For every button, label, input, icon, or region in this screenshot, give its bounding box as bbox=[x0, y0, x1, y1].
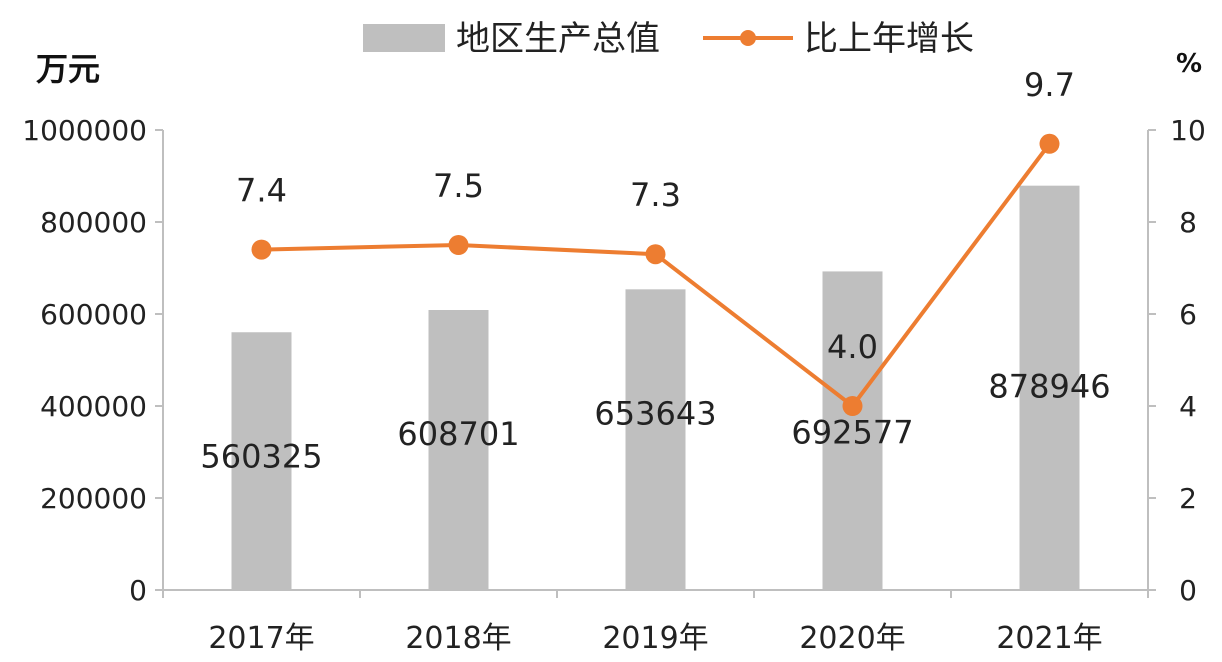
bar-value-label: 560325 bbox=[200, 437, 322, 475]
bar-data-labels: 560325 608701 653643 692577 878946 bbox=[200, 368, 1110, 476]
bar bbox=[428, 309, 489, 590]
legend-bar-label: 地区生产总值 bbox=[456, 19, 660, 59]
left-tick-label: 1000000 bbox=[22, 114, 147, 147]
left-tick-label: 600000 bbox=[40, 298, 147, 331]
bar-value-label: 608701 bbox=[397, 415, 519, 453]
bar-value-label: 692577 bbox=[791, 413, 913, 451]
left-tick-label: 0 bbox=[129, 574, 147, 607]
bar-value-label: 653643 bbox=[594, 394, 716, 432]
right-tick-label: 4 bbox=[1179, 390, 1197, 423]
legend-line-label: 比上年增长 bbox=[804, 19, 974, 59]
legend-bar-swatch bbox=[363, 24, 445, 52]
growth-marker bbox=[448, 235, 469, 255]
bar bbox=[231, 332, 292, 590]
bar bbox=[625, 289, 686, 590]
growth-value-label: 7.5 bbox=[433, 167, 484, 205]
x-tick-label: 2019年 bbox=[602, 621, 708, 656]
left-axis-ticks: 0 200000 400000 600000 800000 1000000 bbox=[22, 114, 163, 607]
growth-value-label: 7.3 bbox=[630, 176, 681, 214]
right-tick-label: 6 bbox=[1179, 298, 1197, 331]
right-tick-label: 0 bbox=[1179, 574, 1197, 607]
legend: 地区生产总值 比上年增长 bbox=[363, 19, 974, 59]
left-tick-label: 800000 bbox=[40, 206, 147, 239]
right-tick-label: 2 bbox=[1179, 482, 1197, 515]
growth-marker bbox=[645, 244, 666, 265]
growth-value-label: 9.7 bbox=[1024, 66, 1075, 104]
left-tick-label: 200000 bbox=[40, 482, 147, 515]
legend-line-marker bbox=[740, 30, 756, 46]
line-data-labels: 7.4 7.5 7.3 4.0 9.7 bbox=[236, 66, 1075, 366]
bar bbox=[1019, 185, 1080, 590]
bar-series bbox=[231, 185, 1080, 590]
growth-value-label: 7.4 bbox=[236, 172, 287, 210]
bar bbox=[822, 271, 883, 590]
right-axis-unit: % bbox=[1176, 49, 1202, 79]
left-axis-unit: 万元 bbox=[36, 50, 100, 88]
bar-value-label: 878946 bbox=[988, 368, 1110, 406]
growth-marker bbox=[1039, 133, 1060, 154]
line-series bbox=[251, 133, 1060, 416]
growth-marker bbox=[842, 396, 863, 416]
right-tick-label: 10 bbox=[1170, 114, 1206, 147]
x-tick-label: 2018年 bbox=[405, 621, 511, 656]
left-tick-label: 400000 bbox=[40, 390, 147, 423]
x-tick-label: 2020年 bbox=[799, 621, 905, 656]
growth-marker bbox=[251, 239, 272, 260]
growth-value-label: 4.0 bbox=[827, 328, 878, 366]
x-tick-label: 2021年 bbox=[996, 621, 1102, 656]
x-tick-label: 2017年 bbox=[208, 621, 314, 656]
x-axis-ticks: 2017年 2018年 2019年 2020年 2021年 bbox=[162, 590, 1149, 656]
right-axis-ticks: 0 2 4 6 8 10 bbox=[1148, 114, 1206, 607]
right-tick-label: 8 bbox=[1179, 206, 1197, 239]
